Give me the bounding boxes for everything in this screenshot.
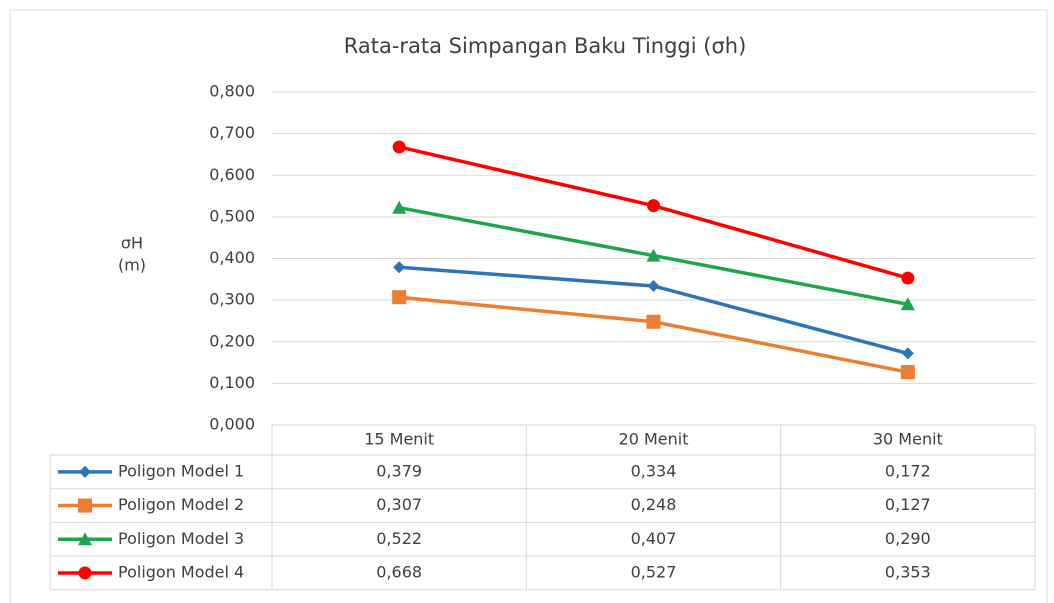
y-tick-label: 0,300 xyxy=(209,290,255,309)
marker xyxy=(647,199,660,213)
table-value: 0,307 xyxy=(376,495,422,514)
y-axis-label: σH xyxy=(121,234,143,253)
legend-marker xyxy=(78,498,92,513)
y-tick-label: 0,600 xyxy=(209,165,255,184)
legend-label: Poligon Model 2 xyxy=(118,495,244,514)
table-value: 0,290 xyxy=(885,529,931,548)
x-tick-label: 30 Menit xyxy=(873,430,943,449)
marker xyxy=(646,248,661,262)
table-value: 0,172 xyxy=(885,461,931,480)
y-tick-label: 0,700 xyxy=(209,123,255,142)
table-value: 0,334 xyxy=(631,461,677,480)
marker xyxy=(392,200,407,214)
marker xyxy=(646,314,661,329)
y-tick-label: 0,800 xyxy=(209,82,255,101)
marker xyxy=(900,297,915,311)
table-value: 0,668 xyxy=(376,562,422,581)
table-value: 0,407 xyxy=(631,529,677,548)
legend-label: Poligon Model 1 xyxy=(118,461,244,480)
table-value: 0,379 xyxy=(376,461,422,480)
table-value: 0,353 xyxy=(885,562,931,581)
marker xyxy=(900,365,915,380)
y-tick-label: 0,100 xyxy=(209,373,255,392)
legend-label: Poligon Model 4 xyxy=(118,562,244,581)
y-tick-label: 0,500 xyxy=(209,206,255,225)
marker xyxy=(901,347,914,360)
y-tick-label: 0,000 xyxy=(209,415,255,434)
chart-title: Rata-rata Simpangan Baku Tinggi (σh) xyxy=(344,34,747,58)
marker xyxy=(393,261,406,274)
marker xyxy=(392,140,406,154)
x-tick-label: 15 Menit xyxy=(364,430,434,449)
table-value: 0,522 xyxy=(376,529,422,548)
y-tick-label: 0,400 xyxy=(209,248,255,267)
marker xyxy=(901,271,915,285)
legend-marker xyxy=(79,465,91,478)
chart-frame xyxy=(9,9,1048,603)
x-tick-label: 20 Menit xyxy=(619,430,689,449)
y-axis-label: (m) xyxy=(118,256,146,275)
table-value: 0,527 xyxy=(631,562,677,581)
marker xyxy=(392,290,407,305)
legend-marker xyxy=(78,532,92,546)
table-value: 0,127 xyxy=(885,495,931,514)
y-tick-label: 0,200 xyxy=(209,331,255,350)
marker xyxy=(647,279,660,292)
legend-marker xyxy=(78,566,92,580)
legend-label: Poligon Model 3 xyxy=(118,529,244,548)
table-value: 0,248 xyxy=(631,495,677,514)
